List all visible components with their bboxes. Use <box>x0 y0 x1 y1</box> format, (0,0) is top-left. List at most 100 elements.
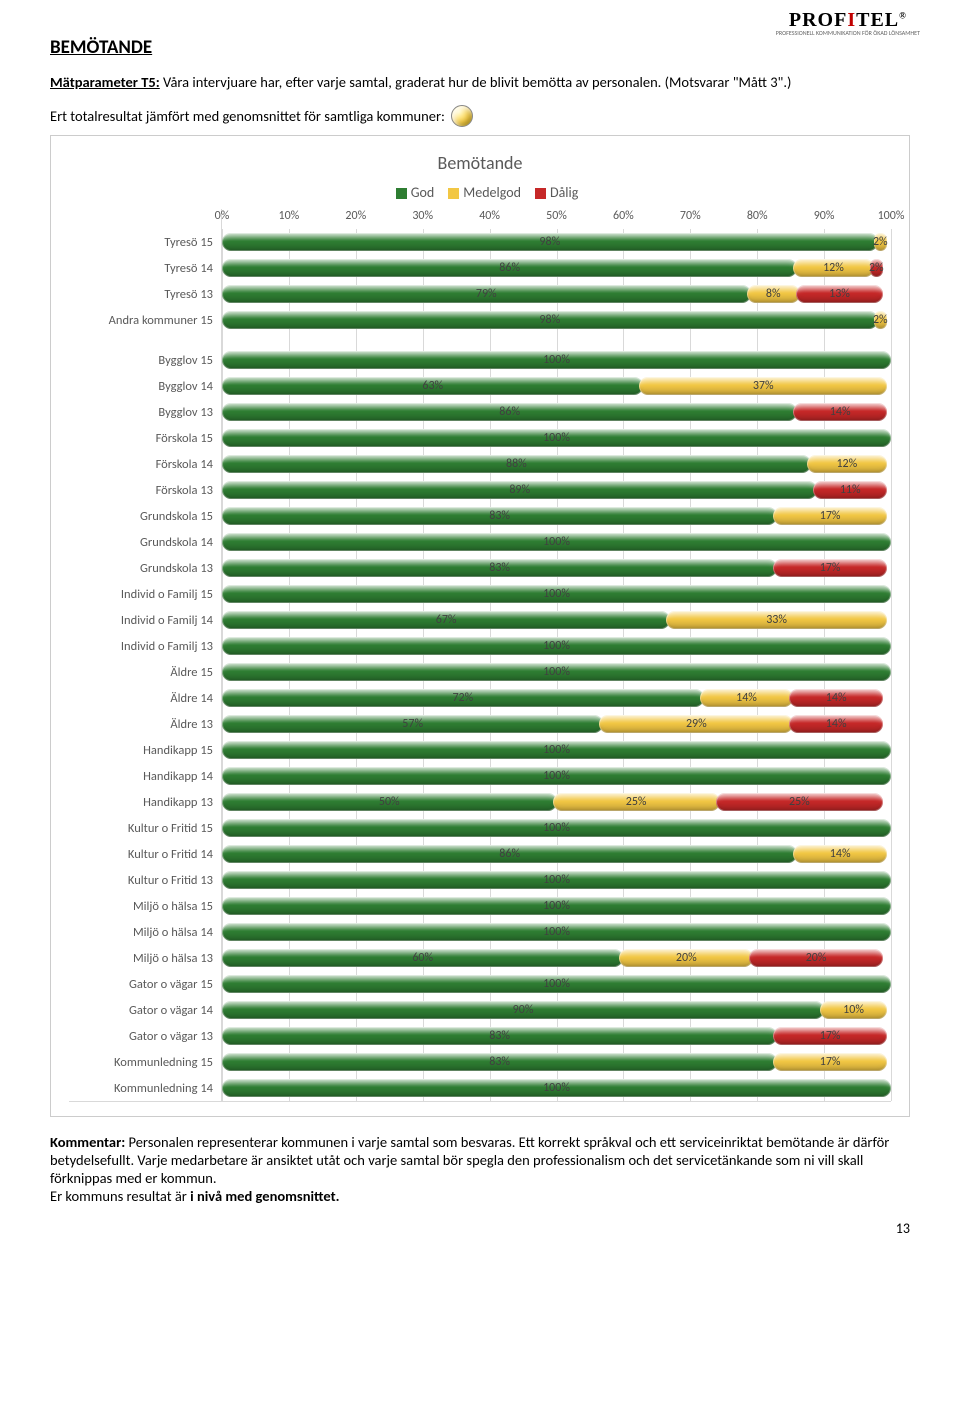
bar-row: Handikapp 1350%25%25% <box>69 789 891 815</box>
row-plot: 100% <box>221 581 891 607</box>
logo-pre: PROF <box>789 9 847 31</box>
logo-brand: PROFITEL® <box>776 10 920 30</box>
row-label: Miljö o hälsa 15 <box>69 899 221 914</box>
bar-segment: 14% <box>793 403 887 421</box>
bar-segment: 98% <box>222 311 878 329</box>
chart-title: Bemötande <box>69 152 891 174</box>
row-label: Grundskola 15 <box>69 509 221 524</box>
page: PROFITEL® PROFESSIONELL KOMMUNIKATION FÖ… <box>0 0 960 1267</box>
row-plot: 86%12%2% <box>221 255 891 281</box>
bar-row: Kommunledning 14100% <box>69 1075 891 1101</box>
row-label: Kultur o Fritid 14 <box>69 847 221 862</box>
row-plot: 89%11% <box>221 477 891 503</box>
row-label: Tyresö 14 <box>69 261 221 276</box>
axis-tick: 10% <box>279 209 300 223</box>
row-plot: 72%14%14% <box>221 685 891 711</box>
logo-accent: I <box>847 9 856 31</box>
bar-segment: 12% <box>807 455 887 473</box>
row-label: Bygglov 14 <box>69 379 221 394</box>
bar-segment: 12% <box>793 259 873 277</box>
description: Mätparameter T5: Våra intervjuare har, e… <box>50 73 910 91</box>
row-label: Äldre 14 <box>69 691 221 706</box>
bar-row: Bygglov 15100% <box>69 347 891 373</box>
bar-segment: 100% <box>222 975 891 993</box>
bar-segment: 13% <box>796 285 883 303</box>
bar-segment: 57% <box>222 715 603 733</box>
page-number: 13 <box>50 1220 910 1237</box>
bar-row: Individ o Familj 15100% <box>69 581 891 607</box>
bar-segment: 100% <box>222 1079 891 1097</box>
bar-segment: 25% <box>716 793 883 811</box>
bar-segment: 100% <box>222 637 891 655</box>
row-label: Förskola 13 <box>69 483 221 498</box>
bar-row: Grundskola 14100% <box>69 529 891 555</box>
bar-segment: 100% <box>222 663 891 681</box>
row-label: Kommunledning 14 <box>69 1081 221 1096</box>
bar-row: Individ o Familj 13100% <box>69 633 891 659</box>
bar-row: Handikapp 14100% <box>69 763 891 789</box>
bar-segment: 100% <box>222 585 891 603</box>
chart-rows: Tyresö 1598%2%Tyresö 1486%12%2%Tyresö 13… <box>69 229 891 1102</box>
bar-segment: 60% <box>222 949 623 967</box>
bar-row: Bygglov 1463%37% <box>69 373 891 399</box>
bar-row: Gator o vägar 1490%10% <box>69 997 891 1023</box>
row-label: Tyresö 15 <box>69 235 221 250</box>
bar-row: Individ o Familj 1467%33% <box>69 607 891 633</box>
bar-row: Äldre 1357%29%14% <box>69 711 891 737</box>
bar-segment: 100% <box>222 897 891 915</box>
bar-segment: 33% <box>666 611 887 629</box>
bar-segment: 8% <box>747 285 801 303</box>
bar-segment: 2% <box>870 259 883 277</box>
bar-segment: 79% <box>222 285 751 303</box>
bar-segment: 2% <box>874 311 887 329</box>
bar-row: Miljö o hälsa 1360%20%20% <box>69 945 891 971</box>
bar-segment: 86% <box>222 845 797 863</box>
row-plot: 100% <box>221 529 891 555</box>
row-label: Gator o vägar 14 <box>69 1003 221 1018</box>
bar-row: Förskola 15100% <box>69 425 891 451</box>
axis-tick: 30% <box>412 209 433 223</box>
row-plot: 100% <box>221 659 891 685</box>
legend-swatch <box>535 188 546 199</box>
bar-row: Grundskola 1383%17% <box>69 555 891 581</box>
bar-segment: 14% <box>789 689 883 707</box>
row-plot: 100% <box>221 425 891 451</box>
x-axis: 0%10%20%30%40%50%60%70%80%90%100% <box>69 209 891 229</box>
row-plot: 86%14% <box>221 399 891 425</box>
axis-tick: 40% <box>479 209 500 223</box>
bar-segment: 29% <box>599 715 793 733</box>
bar-segment: 17% <box>773 507 887 525</box>
row-plot: 67%33% <box>221 607 891 633</box>
bar-segment: 50% <box>222 793 557 811</box>
bar-row: Miljö o hälsa 15100% <box>69 893 891 919</box>
row-label: Äldre 13 <box>69 717 221 732</box>
bar-segment: 83% <box>222 559 777 577</box>
bar-row: Gator o vägar 15100% <box>69 971 891 997</box>
bar-row: Kultur o Fritid 1486%14% <box>69 841 891 867</box>
row-label: Handikapp 13 <box>69 795 221 810</box>
bar-segment: 100% <box>222 819 891 837</box>
bar-segment: 100% <box>222 871 891 889</box>
bar-segment: 100% <box>222 429 891 447</box>
row-plot: 98%2% <box>221 229 891 255</box>
axis-tick: 20% <box>345 209 366 223</box>
comment-text: Personalen representerar kommunen i varj… <box>50 1133 889 1187</box>
bar-segment: 86% <box>222 259 797 277</box>
row-plot: 100% <box>221 737 891 763</box>
row-plot: 100% <box>221 971 891 997</box>
bar-segment: 63% <box>222 377 643 395</box>
bar-segment: 100% <box>222 767 891 785</box>
row-label: Gator o vägar 15 <box>69 977 221 992</box>
axis-tick: 80% <box>747 209 768 223</box>
row-label: Kommunledning 15 <box>69 1055 221 1070</box>
bar-row: Förskola 1488%12% <box>69 451 891 477</box>
bar-segment: 67% <box>222 611 670 629</box>
chart-box: Bemötande GodMedelgodDålig 0%10%20%30%40… <box>50 135 910 1117</box>
row-plot: 100% <box>221 919 891 945</box>
row-label: Grundskola 14 <box>69 535 221 550</box>
bar-row: Andra kommuner 1598%2% <box>69 307 891 333</box>
row-plot: 100% <box>221 347 891 373</box>
desc-label: Mätparameter T5: <box>50 73 160 91</box>
logo-tagline: PROFESSIONELL KOMMUNIKATION FÖR ÖKAD LÖN… <box>776 30 920 36</box>
bar-row: Miljö o hälsa 14100% <box>69 919 891 945</box>
